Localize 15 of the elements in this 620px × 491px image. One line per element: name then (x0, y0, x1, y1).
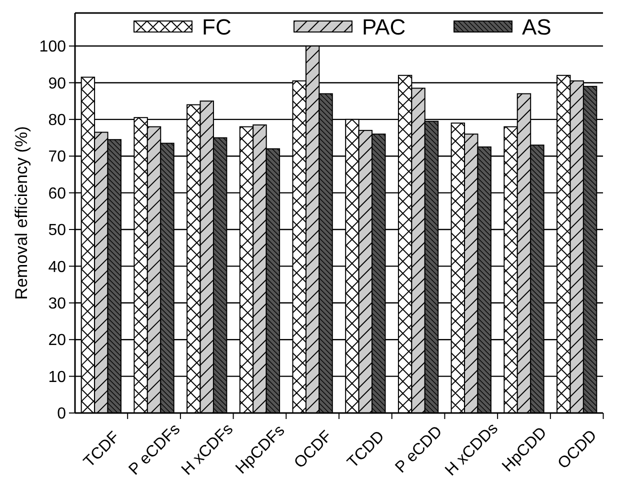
y-tick-label: 40 (48, 258, 66, 276)
y-tick-label: 50 (48, 222, 66, 240)
legend-label: PAC (362, 14, 406, 40)
legend-label: FC (202, 14, 232, 40)
y-tick-label: 20 (48, 332, 66, 350)
y-axis-title: Removal efficiency (%) (12, 126, 31, 300)
y-tick-label: 10 (48, 368, 66, 386)
y-tick-label: 100 (39, 38, 66, 56)
y-tick-label: 30 (48, 296, 66, 313)
legend-label: AS (522, 14, 552, 40)
y-tick-label: 0 (57, 406, 66, 423)
y-tick-label: 90 (48, 75, 66, 92)
y-tick-label: 80 (48, 112, 66, 130)
y-tick-label: 60 (48, 185, 66, 202)
y-tick-label: 70 (48, 148, 66, 166)
